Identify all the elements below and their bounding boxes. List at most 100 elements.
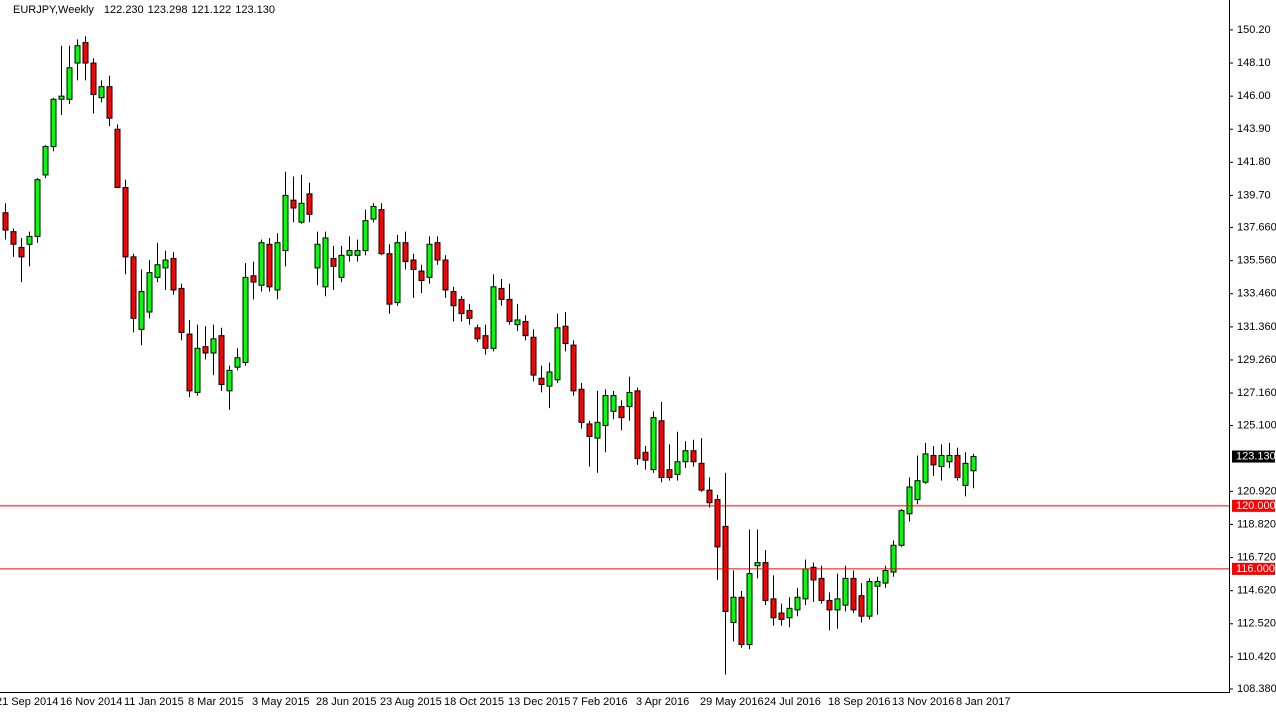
candle-body	[578, 388, 585, 423]
candle-body	[362, 220, 369, 252]
candle-body	[778, 612, 785, 620]
y-tick-label: 129.260	[1237, 354, 1276, 366]
candle-body	[802, 568, 809, 600]
candle-body	[762, 562, 769, 601]
level-label-box	[1232, 499, 1275, 512]
candle-body	[810, 566, 817, 581]
candle-body	[602, 395, 609, 427]
candle-body	[74, 45, 81, 64]
candle-body	[2, 212, 9, 231]
candle-body	[138, 291, 145, 330]
candle-body	[914, 480, 921, 501]
x-tick-label: 29 May 2016	[700, 696, 764, 708]
candle-body	[178, 287, 185, 334]
candle-body	[218, 335, 225, 386]
candle-body	[58, 95, 65, 100]
x-tick-label: 13 Dec 2015	[508, 696, 570, 708]
candle-body	[538, 377, 545, 386]
y-tick-label: 118.820	[1237, 518, 1276, 530]
candle-body	[322, 237, 329, 288]
y-tick-label: 143.90	[1237, 123, 1271, 135]
candle-body	[210, 338, 217, 354]
candle-body	[754, 562, 761, 567]
last-price-label: 123.130	[1236, 450, 1276, 462]
y-tick-label: 125.100	[1237, 419, 1276, 431]
chart-header: EURJPY,Weekly 122.230 123.298 121.122 123.13…	[13, 4, 275, 16]
candle-body	[378, 209, 385, 255]
candle-body	[922, 453, 929, 483]
candle-body	[474, 327, 481, 340]
candle-body	[434, 242, 441, 261]
candle-body	[282, 194, 289, 252]
candle-body	[498, 287, 505, 300]
candle-body	[706, 489, 713, 504]
candle-body	[738, 596, 745, 646]
candle-body	[154, 264, 161, 278]
candle-body	[938, 454, 945, 467]
candle-body	[890, 544, 897, 573]
candle-body	[386, 253, 393, 305]
candle-body	[610, 395, 617, 412]
x-tick-label: 3 Apr 2016	[636, 696, 689, 708]
candle-body	[10, 231, 17, 245]
header-close: 123.130	[235, 4, 275, 16]
x-tick-label: 28 Jun 2015	[316, 696, 377, 708]
candle-body	[186, 333, 193, 392]
candle-body	[850, 577, 857, 611]
y-tick-label: 110.420	[1237, 651, 1276, 663]
x-tick-label: 7 Feb 2016	[572, 696, 628, 708]
candle-body	[834, 598, 841, 611]
candle-body	[794, 596, 801, 611]
candle-body	[298, 202, 305, 223]
candle-body	[954, 454, 961, 479]
x-tick-label: 24 Jul 2016	[764, 696, 821, 708]
y-tick-label: 116.720	[1237, 551, 1276, 563]
candle-body	[490, 286, 497, 349]
candle-body	[418, 270, 425, 282]
candle-body	[882, 569, 889, 584]
y-tick-label: 108.380	[1237, 683, 1276, 695]
candle-body	[170, 257, 177, 291]
y-tick-label: 127.160	[1237, 387, 1276, 399]
candle-body	[106, 86, 113, 119]
level-label: 116.000	[1236, 563, 1275, 575]
candle-body	[90, 62, 97, 96]
candle-body	[402, 242, 409, 263]
candle-body	[226, 369, 233, 392]
candle-body	[458, 298, 465, 315]
candle-body	[50, 98, 57, 148]
level-label-box	[1232, 562, 1275, 575]
header-high: 123.298	[148, 4, 188, 16]
candle-body	[114, 128, 121, 189]
candle-body	[442, 259, 449, 291]
candle-body	[306, 193, 313, 215]
candle-body	[946, 454, 953, 463]
candle-body	[866, 581, 873, 617]
candle-body	[42, 146, 49, 176]
candle-body	[266, 243, 273, 288]
candle-body	[698, 462, 705, 491]
candle-body	[898, 510, 905, 546]
x-tick-label: 3 May 2015	[252, 696, 309, 708]
x-tick-label: 18 Sep 2016	[828, 696, 890, 708]
candle-body	[906, 486, 913, 515]
candle-body	[122, 187, 129, 258]
candle-body	[450, 291, 457, 307]
candle-body	[290, 199, 297, 209]
y-tick-label: 139.70	[1237, 189, 1271, 201]
candle-body	[258, 242, 265, 286]
x-tick-label: 11 Jan 2015	[124, 696, 184, 708]
candle-body	[650, 417, 657, 471]
candle-body	[274, 242, 281, 291]
candle-body	[842, 577, 849, 606]
candle-body	[466, 309, 473, 319]
candle-body	[786, 607, 793, 619]
candle-body	[202, 346, 209, 354]
candle-body	[194, 347, 201, 393]
x-tick-label: 8 Jan 2017	[956, 696, 1010, 708]
x-tick-label: 13 Nov 2016	[892, 696, 954, 708]
y-tick-label: 148.10	[1237, 57, 1271, 69]
candle-body	[234, 357, 241, 368]
candle-body	[858, 595, 865, 617]
